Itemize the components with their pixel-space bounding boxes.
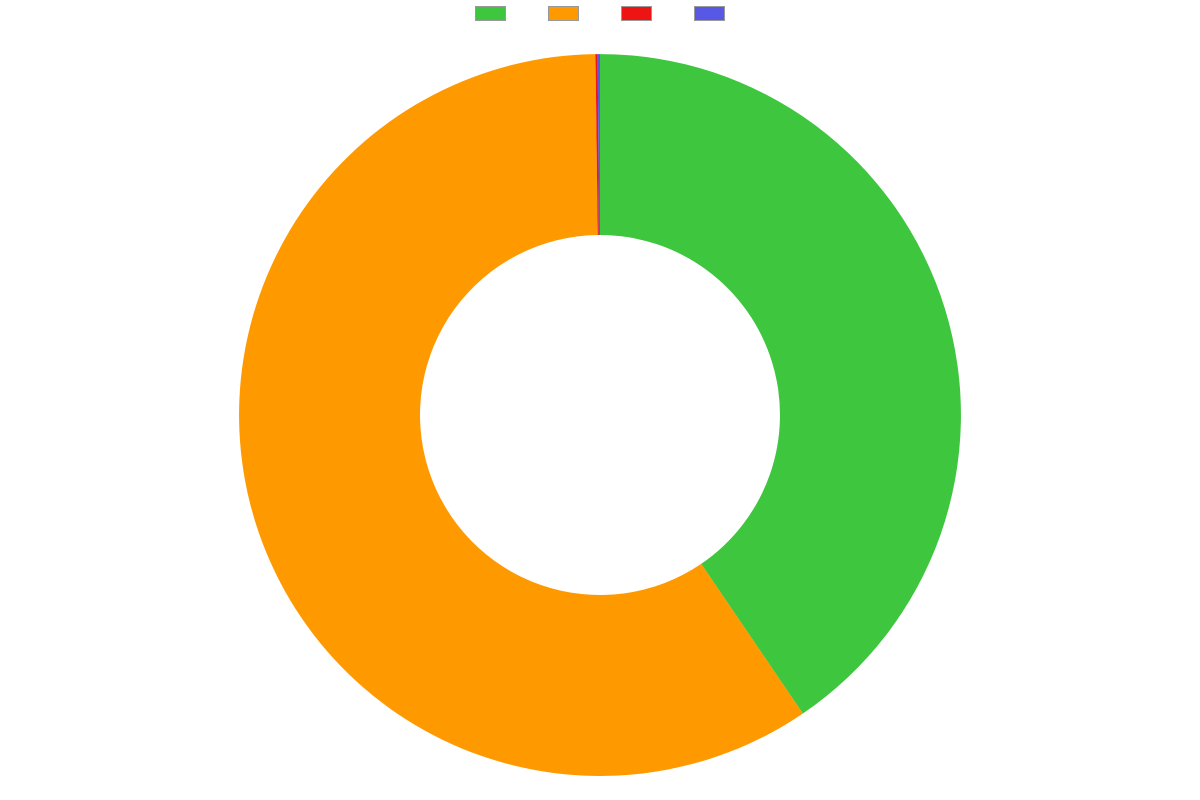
donut-svg [215, 30, 985, 800]
legend-swatch-1 [548, 6, 579, 21]
legend-swatch-3 [694, 6, 725, 21]
legend-swatch-2 [621, 6, 652, 21]
legend [0, 6, 1200, 21]
legend-swatch-0 [475, 6, 506, 21]
donut-chart [0, 30, 1200, 800]
chart-canvas [0, 0, 1200, 800]
